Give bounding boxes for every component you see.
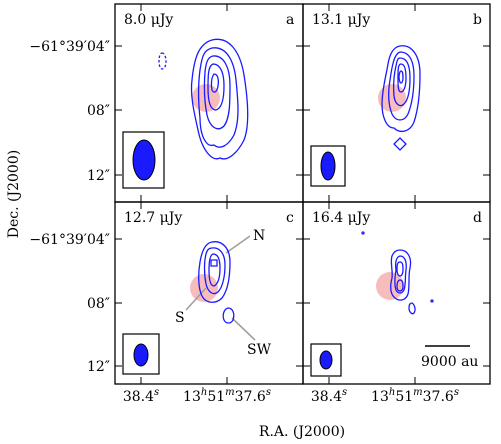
x-tick-labels: 38.4s 13h51m37.6s 38.4s 13h51m37.6s (123, 387, 459, 405)
panel-d-scale-label: 9000 au (421, 354, 478, 370)
panel-b-level: 13.1 μJy (312, 12, 370, 28)
y-tick-label-12-top: 12″ (87, 168, 110, 184)
y-tick-labels: −61°39′04″ 08″ 12″ −61°39′04″ 08″ 12″ (29, 39, 110, 375)
panel-d-speck-1 (361, 231, 365, 235)
panel-d-beam (319, 350, 333, 370)
x-axis-title: R.A. (J2000) (259, 424, 345, 440)
panel-a-contours (158, 38, 249, 160)
panel-d-speck-2 (430, 299, 434, 303)
panel-c-label-n: N (253, 228, 265, 244)
y-tick-label-08-top: 08″ (87, 103, 110, 119)
panel-a: 8.0 μJy a (114, 3, 304, 203)
panel-c-contour-3 (208, 253, 221, 287)
panel-b-contour-1 (381, 45, 421, 133)
panel-b-letter: b (473, 12, 482, 28)
panel-c-contour-4 (210, 259, 218, 267)
panel-d-contour-1 (390, 249, 412, 301)
y-tick-label-08-bottom: 08″ (87, 296, 110, 312)
panel-d-contour-2 (394, 255, 407, 294)
panel-b-blob-sw (393, 137, 407, 151)
panel-a-level: 8.0 μJy (124, 12, 173, 28)
panel-a-contour-3 (203, 55, 231, 130)
panel-c-pointer-n (225, 235, 251, 254)
panel-d-level: 16.4 μJy (312, 210, 370, 226)
panel-c-level: 12.7 μJy (124, 210, 182, 226)
panel-d-blob-sw (408, 302, 416, 315)
panel-b-contours (381, 45, 421, 151)
panel-c-label-s: S (175, 310, 185, 326)
panel-a-contour-2 (197, 47, 239, 148)
panel-c-label-sw: SW (247, 342, 272, 358)
axis-ticks (115, 4, 490, 384)
panel-c-blob-sw (222, 307, 235, 324)
x-tick-label-left-1: 38.4s (123, 387, 159, 405)
x-tick-label-right-2: 13h51m37.6s (371, 387, 459, 405)
y-tick-label-12-bottom: 12″ (87, 359, 110, 375)
panel-d-core-marker (376, 272, 404, 300)
panel-c-pointer-s (185, 287, 207, 311)
panel-c-contour-1 (198, 241, 231, 303)
panel-a-letter: a (286, 12, 294, 28)
panel-c-contours (198, 241, 235, 324)
panel-b-beam (320, 151, 336, 181)
y-tick-label-04-top: −61°39′04″ (29, 39, 110, 55)
panel-a-negative-contour (158, 52, 167, 70)
y-axis-title: Dec. (J2000) (6, 150, 22, 238)
panel-b-contour-5 (398, 70, 404, 84)
x-tick-label-left-2: 13h51m37.6s (183, 387, 271, 405)
panel-d-contours (361, 231, 434, 315)
panel-a-beam (132, 139, 156, 181)
panel-d-contour-3 (396, 261, 404, 277)
panel-d-contour-4 (396, 279, 404, 292)
panel-c: 12.7 μJy c N S SW (114, 201, 304, 385)
panel-d-letter: d (473, 210, 482, 226)
panel-c-pointer-sw (231, 317, 256, 341)
y-tick-label-04-bottom: −61°39′04″ (29, 232, 110, 248)
panel-d-frame (302, 201, 491, 385)
panel-a-contour-5 (210, 73, 220, 93)
x-tick-label-right-1: 38.4s (311, 387, 347, 405)
panel-d: 16.4 μJy d 9000 au (302, 201, 491, 385)
panel-c-letter: c (286, 210, 294, 226)
panel-c-core-marker (190, 274, 218, 302)
panel-b-contour-4 (397, 63, 407, 93)
panel-b-contour-2 (388, 51, 415, 121)
panel-b: 13.1 μJy b (302, 3, 491, 203)
panel-a-contour-4 (207, 63, 225, 111)
panel-c-contour-2 (203, 247, 226, 295)
panel-a-contour-1 (190, 38, 249, 160)
panel-c-beam (133, 343, 149, 367)
panel-b-contour-3 (392, 57, 411, 107)
